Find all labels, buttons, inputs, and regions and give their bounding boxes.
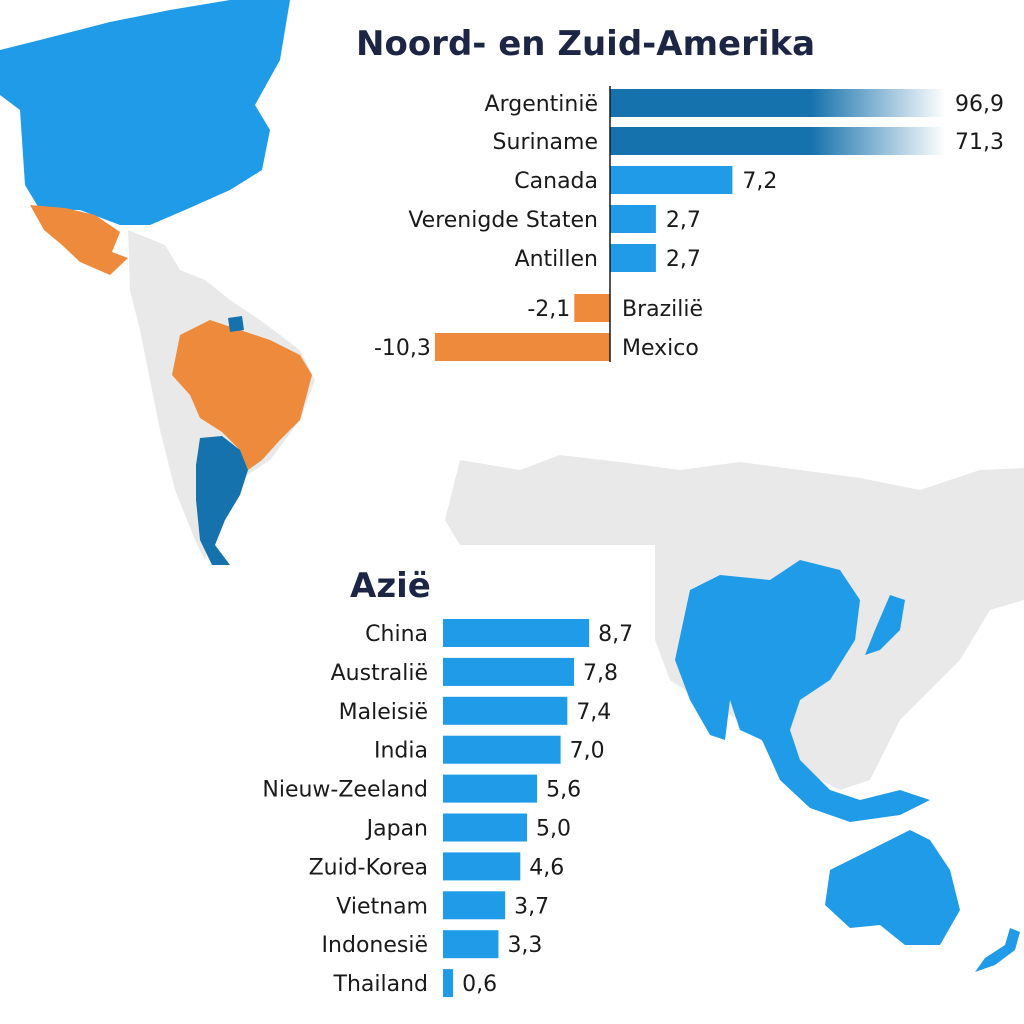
category-label-americas-4: Antillen xyxy=(515,247,598,272)
category-label-asia-3: India xyxy=(374,739,428,764)
bar-asia-6 xyxy=(443,852,521,881)
bar-americas-5 xyxy=(574,294,610,322)
value-label-americas-4: 2,7 xyxy=(666,247,701,272)
category-label-asia-4: Nieuw-Zeeland xyxy=(262,778,428,803)
value-label-asia-6: 4,6 xyxy=(529,855,564,880)
new-zealand-shape xyxy=(975,928,1020,972)
category-label-americas-1: Suriname xyxy=(493,130,598,155)
bar-asia-5 xyxy=(443,813,527,842)
category-label-asia-0: China xyxy=(365,622,428,647)
value-label-asia-0: 8,7 xyxy=(598,622,633,647)
category-label-asia-1: Australië xyxy=(331,661,428,686)
bar-americas-2 xyxy=(610,166,733,194)
bar-asia-2 xyxy=(443,696,568,725)
japan-shape xyxy=(865,595,905,655)
value-label-asia-8: 3,3 xyxy=(507,933,542,958)
value-label-asia-9: 0,6 xyxy=(462,972,497,997)
bar-americas-0 xyxy=(610,89,945,117)
category-label-asia-8: Indonesië xyxy=(322,933,428,958)
category-label-asia-2: Maleisië xyxy=(339,700,428,725)
category-label-americas-2: Canada xyxy=(514,169,598,194)
value-label-asia-2: 7,4 xyxy=(576,700,611,725)
value-label-americas-5: -2,1 xyxy=(527,297,570,322)
category-label-asia-7: Vietnam xyxy=(336,894,428,919)
australia-shape xyxy=(825,830,960,945)
asia-map xyxy=(445,455,1024,972)
value-label-asia-4: 5,6 xyxy=(546,778,581,803)
bar-americas-6 xyxy=(434,333,610,361)
americas-chart-title: Noord- en Zuid-Amerika xyxy=(356,24,816,64)
category-label-americas-0: Argentinië xyxy=(485,92,598,117)
bar-asia-4 xyxy=(443,774,538,803)
bar-americas-4 xyxy=(610,244,656,272)
brazil-shape xyxy=(172,320,312,470)
value-label-asia-5: 5,0 xyxy=(536,817,571,842)
asia-chart-title: Azië xyxy=(350,566,431,606)
asia-highlight-shape xyxy=(675,560,930,822)
argentina-shape xyxy=(196,436,248,565)
suriname-shape xyxy=(228,316,244,332)
bar-asia-1 xyxy=(443,657,575,686)
value-label-americas-3: 2,7 xyxy=(666,208,701,233)
bar-asia-0 xyxy=(443,619,590,647)
bar-asia-3 xyxy=(443,735,561,764)
americas-map xyxy=(0,0,315,565)
bar-asia-9 xyxy=(443,969,454,998)
value-label-americas-0: 96,9 xyxy=(955,92,1004,117)
category-label-americas-3: Verenigde Staten xyxy=(408,208,598,233)
value-label-asia-3: 7,0 xyxy=(570,739,605,764)
north-america-shape xyxy=(0,0,290,225)
bar-asia-8 xyxy=(443,930,499,959)
bar-americas-1 xyxy=(610,127,945,155)
bar-asia-7 xyxy=(443,891,506,920)
category-label-asia-6: Zuid-Korea xyxy=(309,855,428,880)
value-label-americas-2: 7,2 xyxy=(742,169,777,194)
bar-americas-3 xyxy=(610,205,656,233)
category-label-americas-5: Brazilië xyxy=(622,297,703,322)
category-label-americas-6: Mexico xyxy=(622,336,699,361)
category-label-asia-9: Thailand xyxy=(333,972,428,997)
mexico-shape xyxy=(30,205,128,275)
value-label-americas-6: -10,3 xyxy=(374,336,431,361)
category-label-asia-5: Japan xyxy=(365,817,428,842)
value-label-asia-1: 7,8 xyxy=(583,661,618,686)
value-label-asia-7: 3,7 xyxy=(514,894,549,919)
value-label-americas-1: 71,3 xyxy=(955,130,1004,155)
